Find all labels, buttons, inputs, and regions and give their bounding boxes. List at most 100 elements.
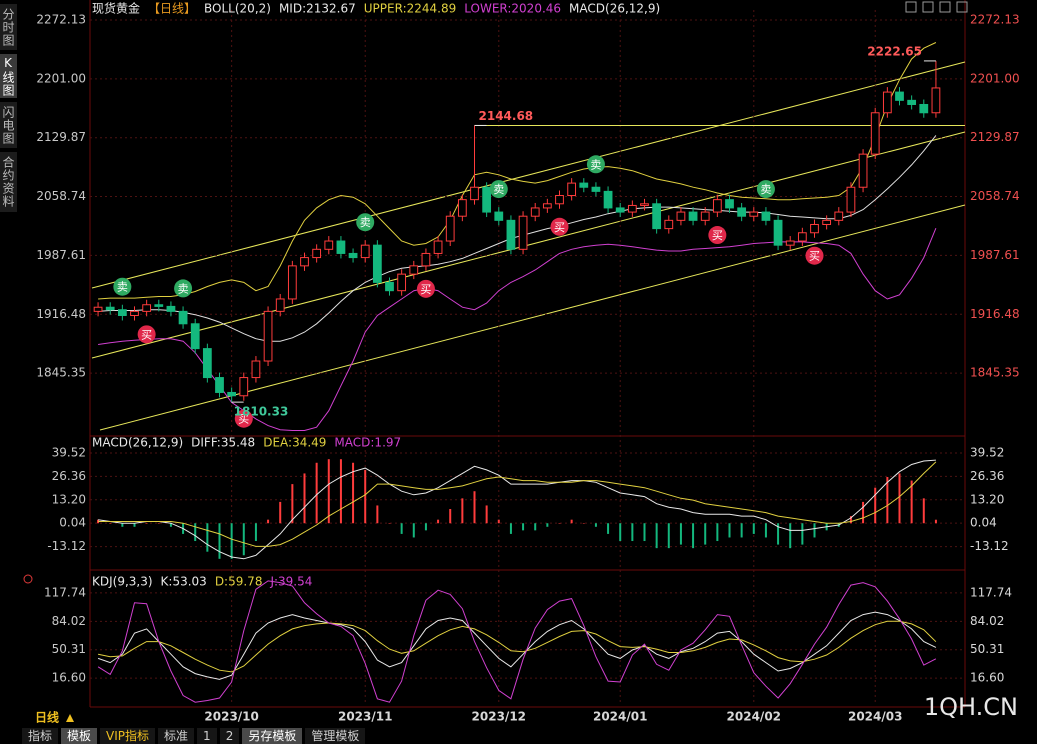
macd-bar	[254, 523, 257, 542]
annotation-label: 2144.68	[479, 109, 534, 123]
tab[interactable]: 模板	[61, 728, 98, 744]
y-tick-label-right: 16.60	[970, 671, 1004, 685]
macd-bar	[643, 523, 646, 542]
candle-body	[518, 215, 528, 250]
indicator-icon[interactable]	[23, 574, 33, 584]
signal-label: 卖	[117, 281, 128, 294]
macd-bar	[230, 523, 233, 559]
sidebar-tab[interactable]: 闪电图	[0, 102, 17, 148]
macd-bar	[667, 523, 670, 549]
icon[interactable]	[956, 1, 968, 13]
candle-body	[907, 99, 917, 105]
candle-body	[470, 186, 479, 201]
y-tick-label-right: 2201.00	[970, 71, 1020, 85]
candle-body	[761, 211, 771, 221]
y-tick-label-right: 2272.13	[970, 12, 1020, 26]
y-tick-label: 0.04	[59, 516, 86, 530]
candle-body	[700, 211, 710, 221]
macd-bar	[934, 519, 937, 524]
y-tick-label-right: 117.74	[970, 585, 1012, 599]
macd-bar	[497, 519, 500, 524]
legend-entry: UPPER:2244.89	[364, 2, 456, 16]
sidebar-tab[interactable]: 合约资料	[0, 152, 17, 212]
candle-body	[360, 244, 370, 259]
candle-body	[312, 248, 322, 259]
candle-body	[105, 306, 115, 311]
indicator-line	[97, 620, 937, 673]
candle-body	[542, 203, 552, 209]
icon[interactable]	[922, 1, 934, 13]
macd-bar	[898, 473, 901, 524]
candle-body	[166, 305, 176, 312]
period-arrow[interactable]	[66, 714, 74, 722]
signal-badge	[550, 217, 569, 236]
candle-body	[421, 252, 431, 267]
candle-body	[810, 223, 819, 234]
y-tick-label: 50.31	[52, 642, 86, 656]
y-tick-label: 2129.87	[36, 130, 86, 144]
legend-entry: 现货黄金	[92, 1, 140, 16]
sidebar-tab[interactable]: 分时图	[0, 4, 17, 50]
y-tick-label: 117.74	[44, 585, 86, 599]
macd-bar	[716, 523, 719, 542]
candle-body	[688, 211, 698, 221]
candle-body	[494, 211, 504, 221]
tab[interactable]: 1	[197, 728, 217, 744]
x-tick-label: 2023/10	[204, 710, 258, 724]
tab[interactable]: 另存模板	[242, 728, 303, 744]
y-tick-label-right: 50.31	[970, 642, 1004, 656]
legend-entry: MACD(26,12,9)	[92, 436, 183, 450]
macd-bar	[777, 523, 780, 545]
toolbar-icons	[905, 1, 968, 13]
tab[interactable]: 2	[219, 728, 240, 744]
icon[interactable]	[939, 1, 951, 13]
legend-entry: J:39.54	[269, 575, 312, 589]
macd-bar	[473, 491, 476, 524]
candle-body	[822, 219, 832, 225]
legend-entry: K:53.03	[161, 575, 207, 589]
macd-bar	[728, 523, 731, 538]
macd-bar	[570, 519, 573, 524]
tab[interactable]: 指标	[22, 728, 59, 744]
macd-bar	[607, 523, 610, 534]
signal-badge	[756, 180, 775, 199]
macd-bar	[376, 505, 379, 524]
candle-body	[834, 211, 844, 221]
candle-body	[749, 211, 759, 217]
y-tick-label: 1987.61	[36, 248, 86, 262]
candle-body	[591, 186, 601, 192]
candle-body	[130, 310, 139, 317]
signal-label: 卖	[590, 158, 601, 171]
period-button[interactable]: 日线	[35, 710, 59, 725]
candle-body	[882, 91, 892, 114]
sidebar-tab[interactable]: K线图	[0, 54, 17, 98]
trend-line	[91, 61, 966, 289]
x-tick-label: 2023/11	[338, 710, 392, 724]
indicator-line	[98, 228, 937, 431]
tab[interactable]: 管理模板	[305, 728, 366, 744]
macd-bar	[558, 523, 561, 524]
x-tick-label: 2024/03	[848, 710, 902, 724]
macd-bar	[437, 519, 440, 524]
macd-bar	[218, 523, 221, 559]
indicator-line	[98, 461, 937, 547]
icon[interactable]	[905, 1, 917, 13]
signal-badge	[174, 279, 193, 298]
y-tick-label-right: 26.36	[970, 469, 1004, 483]
y-tick-label: 16.60	[52, 671, 86, 685]
macd-bar	[546, 523, 549, 527]
tab[interactable]: VIP指标	[100, 728, 156, 744]
y-tick-label-right: 13.20	[970, 492, 1004, 506]
signal-label: 卖	[493, 183, 504, 196]
macd-bar	[388, 523, 391, 524]
y-tick-label: 2201.00	[36, 71, 86, 85]
y-tick-label: 13.20	[52, 492, 86, 506]
macd-bar	[740, 523, 743, 538]
x-tick-label: 2023/12	[472, 710, 526, 724]
macd-bar	[619, 523, 622, 542]
y-tick-label-right: 84.02	[970, 614, 1004, 628]
tab[interactable]: 标准	[158, 728, 195, 744]
annotation-label: 1810.33	[234, 405, 289, 419]
y-tick-label-right: 2058.74	[970, 189, 1020, 203]
candle-body	[445, 215, 455, 242]
